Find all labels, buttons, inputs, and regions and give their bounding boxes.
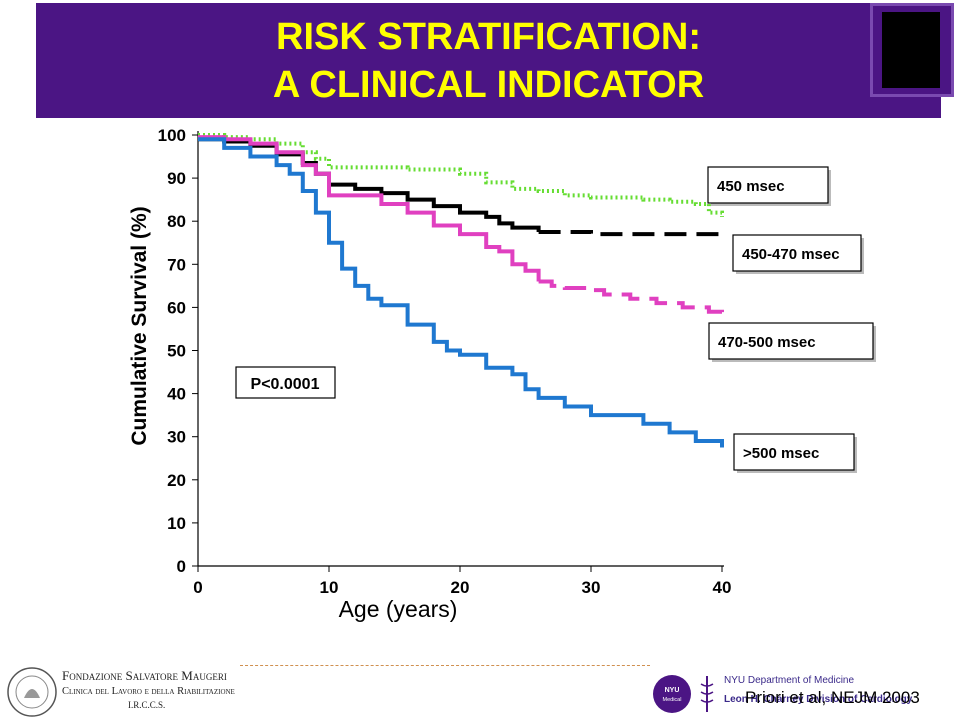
legend-box	[733, 433, 855, 471]
y-tick-label: 90	[167, 169, 186, 188]
slide-title-line-2: A CLINICAL INDICATOR	[272, 64, 705, 106]
legend-label: 450 msec	[717, 178, 785, 195]
fsm-irccs: I.R.C.C.S.	[128, 700, 166, 710]
footer-divider	[240, 665, 650, 666]
fsm-logo: Fondazione Salvatore Maugeri Clinica del…	[0, 662, 240, 720]
chart-labels: 0 10 20 30 40 50 60 70 80 90 100 0 10 20 30 40 Age (year…	[128, 126, 876, 622]
x-tick-label: 30	[582, 578, 601, 597]
series-line-2-solid	[198, 135, 541, 282]
y-tick-label: 20	[167, 471, 186, 490]
y-tick-label: 10	[167, 514, 186, 533]
nyu-department: NYU Department of Medicine	[724, 675, 855, 686]
legend-label: >500 msec	[743, 445, 819, 462]
x-tick-label: 10	[320, 578, 339, 597]
series-line-2-dashed	[538, 279, 724, 317]
y-tick-label: 70	[167, 255, 186, 274]
slide-title-line-1: RISK STRATIFICATION:	[276, 16, 701, 58]
y-tick-label: 30	[167, 428, 186, 447]
legend-box	[707, 166, 829, 204]
x-tick-label: 40	[713, 578, 732, 597]
citation: Priori et al, NEJM 2003	[745, 688, 920, 707]
y-tick-label: 40	[167, 385, 186, 404]
y-tick-label: 0	[177, 557, 186, 576]
x-axis-title: Age (years)	[339, 596, 458, 622]
corner-decoration	[870, 3, 954, 97]
nyu-logo: NYU Medical NYU Department of Medicine L…	[652, 672, 958, 718]
y-axis-title: Cumulative Survival (%)	[128, 206, 151, 445]
series-line-3	[198, 137, 724, 448]
legend-label: 470-500 msec	[718, 334, 816, 351]
x-tick-label: 20	[451, 578, 470, 597]
y-tick-label: 60	[167, 298, 186, 317]
legend-label: 450-470 msec	[742, 246, 840, 263]
corner-decoration-inner	[882, 12, 940, 88]
chart-axes	[192, 131, 724, 572]
x-tick-label: 0	[193, 578, 202, 597]
svg-text:Medical: Medical	[663, 697, 682, 703]
y-tick-label: 50	[167, 342, 186, 361]
series-line-0	[198, 133, 724, 217]
legend-box	[708, 322, 874, 360]
annotation-box	[235, 366, 336, 399]
fsm-name: Fondazione Salvatore Maugeri	[62, 668, 227, 683]
fsm-subtitle: Clinica del Lavoro e della Riabilitazion…	[62, 686, 235, 697]
annotation-text: P<0.0001	[251, 376, 320, 393]
nyu-badge-icon: NYU Medical	[653, 675, 691, 713]
series-line-1-dashed	[538, 229, 722, 237]
fsm-seal-icon	[7, 667, 57, 717]
nyu-division: Leon H. Charney Division of Cardiology	[724, 694, 913, 705]
y-tick-label: 80	[167, 212, 186, 231]
legend-box	[732, 234, 862, 272]
caduceus-icon	[700, 676, 714, 712]
title-banner	[36, 3, 941, 118]
svg-text:NYU: NYU	[665, 687, 680, 694]
y-tick-label: 100	[158, 126, 186, 145]
chart-curves	[198, 133, 724, 448]
